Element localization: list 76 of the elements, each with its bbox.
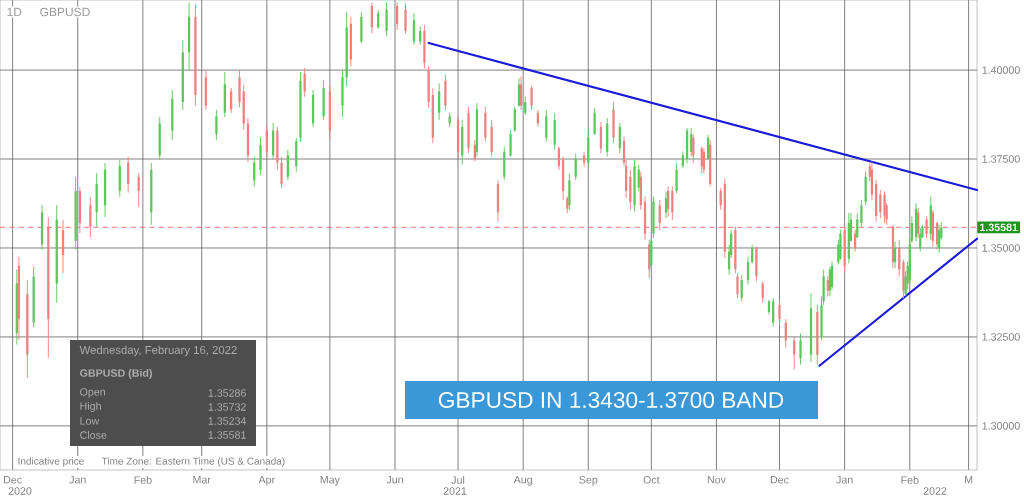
annotation: Time Zone: Eastern Time (US & Canada) xyxy=(101,457,285,467)
annotation: Indicative price xyxy=(18,457,84,467)
candlestick xyxy=(89,196,92,238)
annotation: 1.35732 xyxy=(208,403,246,411)
x-tick-label: Jan xyxy=(836,476,853,484)
candlestick xyxy=(286,149,289,181)
x-tick-label: May xyxy=(320,476,340,486)
candlestick xyxy=(574,152,577,181)
x-tick-label: Dec xyxy=(770,476,789,484)
candlestick xyxy=(925,215,928,239)
y-tick-label: 1.30000 xyxy=(982,422,1020,430)
candlestick xyxy=(675,162,678,194)
candlestick xyxy=(404,2,407,34)
y-tick-label: 1.40000 xyxy=(982,66,1020,74)
candlestick xyxy=(667,185,670,218)
candlestick xyxy=(419,26,422,46)
annotation: GBPUSD IN 1.3430-1.3700 BAND xyxy=(438,391,784,409)
candlestick xyxy=(517,77,521,108)
candlestick xyxy=(593,107,596,136)
ref-line-label: 1.35581 xyxy=(980,223,1018,232)
candlestick xyxy=(658,199,661,231)
candlestick xyxy=(793,336,796,371)
x-tick-label: Jun xyxy=(386,476,403,484)
candlestick xyxy=(740,274,743,302)
annotation: Open xyxy=(80,388,106,398)
chart-title: GBPUSD xyxy=(40,7,90,17)
x-tick-label: Aug xyxy=(513,476,532,486)
candlestick xyxy=(395,2,399,31)
text: 2020 xyxy=(8,487,32,495)
annotation: 1D xyxy=(7,7,22,17)
candlestick xyxy=(438,82,441,121)
candlestick xyxy=(513,106,516,133)
candlestick xyxy=(883,190,886,224)
candlestick xyxy=(519,76,523,111)
x-tick-label: Nov xyxy=(707,476,726,484)
candlestick xyxy=(280,156,283,189)
x-tick-label: Sep xyxy=(579,476,598,486)
annotation: 1.35581 xyxy=(208,431,246,439)
y-tick-label: 1.37500 xyxy=(982,155,1020,163)
annotation: GBPUSD (Bid) xyxy=(80,369,152,379)
x-tick-label: Apr xyxy=(258,476,275,486)
annotation: 1.35234 xyxy=(208,417,247,425)
candlestick xyxy=(524,95,527,116)
candlestick xyxy=(778,300,781,326)
text: 2021 xyxy=(443,487,467,495)
x-tick-label: Jul xyxy=(451,476,465,484)
y-tick-label: 1.35000 xyxy=(982,244,1020,252)
annotation: Low xyxy=(80,417,100,425)
x-tick-label: Mar xyxy=(193,476,211,484)
candlestick xyxy=(799,332,802,366)
candlestick xyxy=(509,129,512,157)
annotation: High xyxy=(80,402,101,412)
x-tick-label: Jan xyxy=(69,476,86,484)
x-tick-label: Feb xyxy=(134,476,152,484)
x-tick-label: Feb xyxy=(901,476,919,484)
candlestick xyxy=(557,146,561,171)
candlestick xyxy=(938,224,941,254)
candlestick xyxy=(530,85,533,111)
annotation: Wednesday, February 16, 2022 xyxy=(79,345,237,357)
candlestick xyxy=(385,2,388,38)
x-tick-label: Dec xyxy=(4,476,22,484)
y-tick-label: 1.32500 xyxy=(982,333,1020,341)
candlestick xyxy=(772,297,775,328)
candlestick xyxy=(826,275,829,297)
text: 2022 xyxy=(923,487,947,495)
candlestick xyxy=(215,109,218,141)
annotation: Close xyxy=(80,431,107,439)
candlestick xyxy=(412,12,416,46)
x-tick-label: M xyxy=(965,476,973,484)
candlestick xyxy=(230,87,233,114)
candlestick xyxy=(746,256,750,286)
x-tick-label: Oct xyxy=(643,476,660,484)
candlestick xyxy=(545,109,548,143)
annotation: 1.35286 xyxy=(208,389,246,397)
candlestick xyxy=(860,199,863,228)
candlestick xyxy=(736,272,739,299)
